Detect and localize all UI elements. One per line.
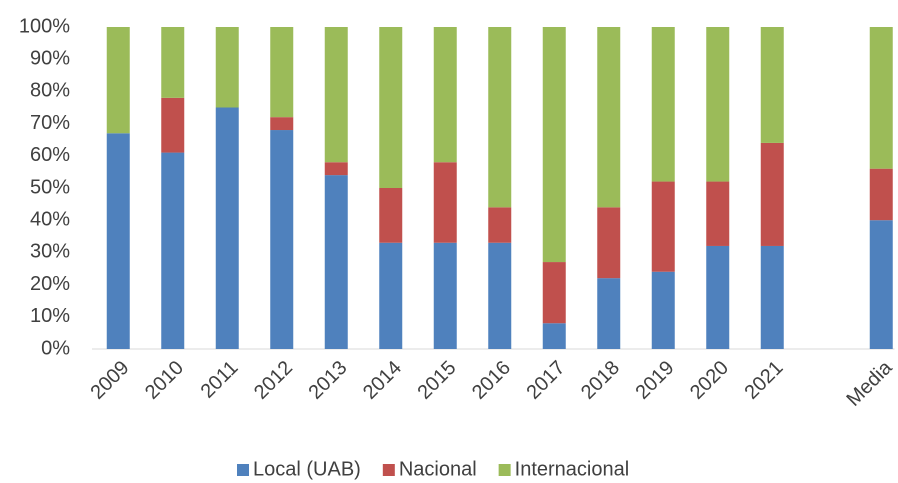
x-tick-label: 2020: [686, 357, 733, 404]
bar-segment: [760, 27, 784, 143]
y-tick-label: 30%: [30, 241, 70, 263]
bar-segment: [597, 207, 621, 279]
y-tick-label: 0%: [41, 337, 70, 359]
bar-segment: [161, 97, 185, 153]
x-tick-label: 2016: [468, 357, 515, 404]
x-tick-label: 2015: [413, 357, 460, 404]
legend-label: Internacional: [515, 458, 630, 480]
x-tick-label: 2013: [304, 357, 351, 404]
x-tick-label: 2011: [197, 357, 243, 403]
x-tick-label: 2017: [522, 357, 569, 404]
bar-segment: [760, 245, 784, 349]
legend-label: Nacional: [399, 458, 477, 480]
legend-swatch: [498, 464, 511, 476]
y-tick-label: 20%: [30, 273, 70, 295]
y-tick-label: 60%: [30, 144, 70, 166]
y-tick-label: 90%: [30, 47, 70, 69]
bar-segment: [433, 162, 457, 243]
bar-segment: [215, 27, 239, 108]
y-tick-label: 40%: [30, 208, 70, 230]
bar-segment: [706, 245, 730, 349]
bar-segment: [379, 242, 403, 349]
bar-segment: [270, 27, 294, 118]
bar-segment: [433, 27, 457, 163]
y-tick-label: 70%: [30, 112, 70, 134]
x-tick-label: Media: [842, 356, 897, 411]
bar-segment: [161, 27, 185, 98]
bar-segment: [542, 27, 566, 263]
bar-segment: [161, 152, 185, 349]
legend-swatch: [382, 464, 395, 476]
bar-segment: [324, 162, 348, 176]
x-tick-label: 2010: [141, 357, 188, 404]
bar-segment: [651, 181, 675, 272]
bar-segment: [488, 27, 512, 208]
bar-segment: [869, 27, 893, 169]
bar-segment: [324, 27, 348, 163]
bar-segment: [106, 133, 130, 349]
y-tick-label: 50%: [30, 176, 70, 198]
x-tick-label: 2014: [359, 357, 406, 404]
bar-segment: [869, 220, 893, 349]
x-tick-label: 2019: [631, 357, 678, 404]
x-tick-label: 2018: [577, 357, 624, 404]
bar-segment: [760, 142, 784, 246]
legend-label: Local (UAB): [253, 458, 361, 480]
y-tick-label: 100%: [19, 15, 70, 37]
x-tick-label: 2021: [740, 357, 787, 404]
x-tick-label: 2009: [86, 357, 133, 404]
y-tick-label: 10%: [30, 305, 70, 327]
bar-segment: [651, 27, 675, 182]
bar-segment: [597, 27, 621, 208]
bar-segment: [379, 27, 403, 188]
bar-segment: [324, 175, 348, 349]
bar-segment: [106, 27, 130, 134]
bar-segment: [869, 168, 893, 221]
bar-segment: [542, 262, 566, 324]
bar-segment: [706, 181, 730, 246]
bar-segment: [270, 130, 294, 349]
bar-segment: [270, 117, 294, 131]
bar-segment: [706, 27, 730, 182]
bar-segment: [488, 207, 512, 243]
bar-segment: [379, 188, 403, 243]
bar-segment: [433, 242, 457, 349]
bar-segment: [488, 242, 512, 349]
bar-segment: [542, 323, 566, 349]
bar-segment: [597, 278, 621, 349]
x-tick-label: 2012: [250, 357, 297, 404]
bar-segment: [651, 271, 675, 349]
legend-swatch: [237, 464, 249, 476]
bar-segment: [215, 107, 239, 349]
y-tick-label: 80%: [30, 80, 70, 102]
